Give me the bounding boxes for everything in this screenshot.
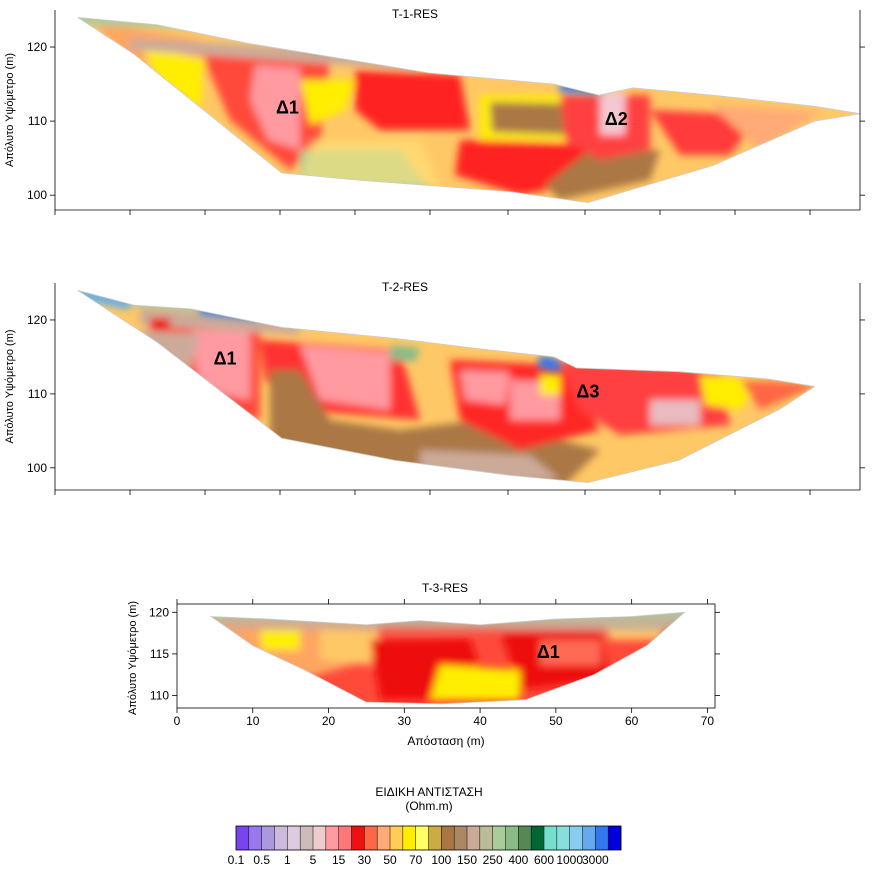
section-2-y-axis: 100 110 120 <box>27 313 865 475</box>
section-1-annotation-d1: Δ1 <box>276 98 299 118</box>
section-3-x-axis: 0 10 20 30 40 50 60 70 <box>174 599 715 728</box>
section-1-annotation-d2: Δ2 <box>605 109 628 129</box>
legend-swatch <box>377 826 391 850</box>
legend-label: 70 <box>409 853 423 867</box>
legend-swatch <box>415 826 429 850</box>
legend-swatch <box>505 826 519 850</box>
legend-swatch <box>325 826 339 850</box>
legend-swatch <box>390 826 404 850</box>
legend-swatch <box>544 826 558 850</box>
y-tick-label: 120 <box>27 313 47 327</box>
x-tick-label: 50 <box>549 714 563 728</box>
y-tick-label: 120 <box>27 40 47 54</box>
legend-swatch <box>595 826 609 850</box>
legend-label: 150 <box>457 853 477 867</box>
section-1-y-label: Απόλυτο Υψόμετρο (m) <box>4 53 16 167</box>
legend-swatch <box>467 826 481 850</box>
legend-label: 0.1 <box>228 853 245 867</box>
legend-swatch <box>236 826 250 850</box>
legend-swatch <box>261 826 275 850</box>
section-2-annotation-d1: Δ1 <box>214 348 237 368</box>
section-1-x-axis <box>54 210 811 215</box>
section-2-annotation-d3: Δ3 <box>576 382 599 402</box>
section-2-x-axis <box>54 490 811 495</box>
legend-title: ΕΙΔΙΚΗ ΑΝΤΙΣΤΑΣΗ <box>375 785 482 799</box>
legend-label: 400 <box>508 853 528 867</box>
y-tick-label: 110 <box>28 387 47 401</box>
section-3-y-axis: 110 115 120 <box>149 605 720 703</box>
legend-swatch <box>608 826 622 850</box>
legend-unit: (Ohm.m) <box>405 799 452 813</box>
legend-swatch <box>492 826 506 850</box>
section-2-fill <box>77 290 815 483</box>
section-3-y-label: Απόλυτο Υψόμετρο (m) <box>127 601 139 715</box>
x-tick-label: 60 <box>625 714 639 728</box>
legend-swatch <box>518 826 532 850</box>
legend-swatch <box>274 826 288 850</box>
x-tick-label: 40 <box>473 714 487 728</box>
legend-swatch <box>531 826 545 850</box>
legend-label: 1000 <box>556 853 583 867</box>
x-tick-label: 0 <box>174 714 181 728</box>
section-3-annotation-d1: Δ1 <box>537 642 560 662</box>
legend-swatch <box>582 826 596 850</box>
section-3-x-label: Απόσταση (m) <box>407 734 484 748</box>
legend-label: 15 <box>332 853 346 867</box>
section-2-title: T-2-RES <box>382 280 428 294</box>
x-tick-label: 10 <box>246 714 260 728</box>
legend-label: 50 <box>383 853 397 867</box>
x-tick-label: 30 <box>398 714 412 728</box>
section-1-y-axis: 100 110 120 <box>27 40 865 202</box>
legend-swatch <box>441 826 455 850</box>
legend-swatch <box>402 826 416 850</box>
legend-label: 0.5 <box>253 853 270 867</box>
x-tick-label: 70 <box>701 714 715 728</box>
section-2-y-label: Απόλυτο Υψόμετρο (m) <box>4 329 16 443</box>
section-1: 100 110 120 T-1-RES Απόλυτο Υψόμετρο (m) Δ… <box>4 7 865 215</box>
section-1-title: T-1-RES <box>392 7 438 21</box>
legend-label: 5 <box>310 853 317 867</box>
y-tick-label: 100 <box>27 188 47 202</box>
legend-label: 1 <box>284 853 291 867</box>
legend-label: 600 <box>534 853 554 867</box>
y-tick-label: 115 <box>150 647 169 661</box>
y-tick-label: 120 <box>149 605 169 619</box>
legend-label: 250 <box>483 853 503 867</box>
y-tick-label: 110 <box>28 114 47 128</box>
color-legend: ΕΙΔΙΚΗ ΑΝΤΙΣΤΑΣΗ (Ohm.m) 0.1 0.5 1 5 15 30 50 7… <box>228 785 622 867</box>
legend-swatch <box>313 826 327 850</box>
legend-swatches <box>235 825 622 851</box>
legend-label: 30 <box>358 853 372 867</box>
legend-swatch <box>428 826 442 850</box>
section-3-fill <box>211 612 685 704</box>
legend-swatch <box>454 826 468 850</box>
section-1-fill <box>77 17 860 203</box>
section-3: 110 115 120 0 10 20 30 40 50 60 70 T-3-RES Απόλυτ… <box>127 581 720 748</box>
x-tick-label: 20 <box>322 714 336 728</box>
legend-swatch <box>351 826 365 850</box>
legend-label: 100 <box>431 853 451 867</box>
legend-swatch <box>479 826 493 850</box>
legend-label: 3000 <box>582 853 609 867</box>
legend-swatch <box>300 826 314 850</box>
section-2: 100 110 120 T-2-RES Απόλυτο Υψόμετρο (m) Δ… <box>4 280 865 495</box>
legend-swatch <box>364 826 378 850</box>
legend-swatch <box>248 826 262 850</box>
section-3-title: T-3-RES <box>422 581 468 595</box>
legend-swatch <box>569 826 583 850</box>
section-3-outline <box>209 611 686 705</box>
legend-swatch <box>338 826 352 850</box>
section-3-plot-frame <box>176 603 716 709</box>
y-tick-label: 100 <box>27 461 47 475</box>
legend-swatch <box>556 826 570 850</box>
y-tick-label: 110 <box>150 689 169 703</box>
section-2-outline <box>77 290 816 484</box>
section-1-outline <box>77 17 861 204</box>
legend-swatch <box>287 826 301 850</box>
